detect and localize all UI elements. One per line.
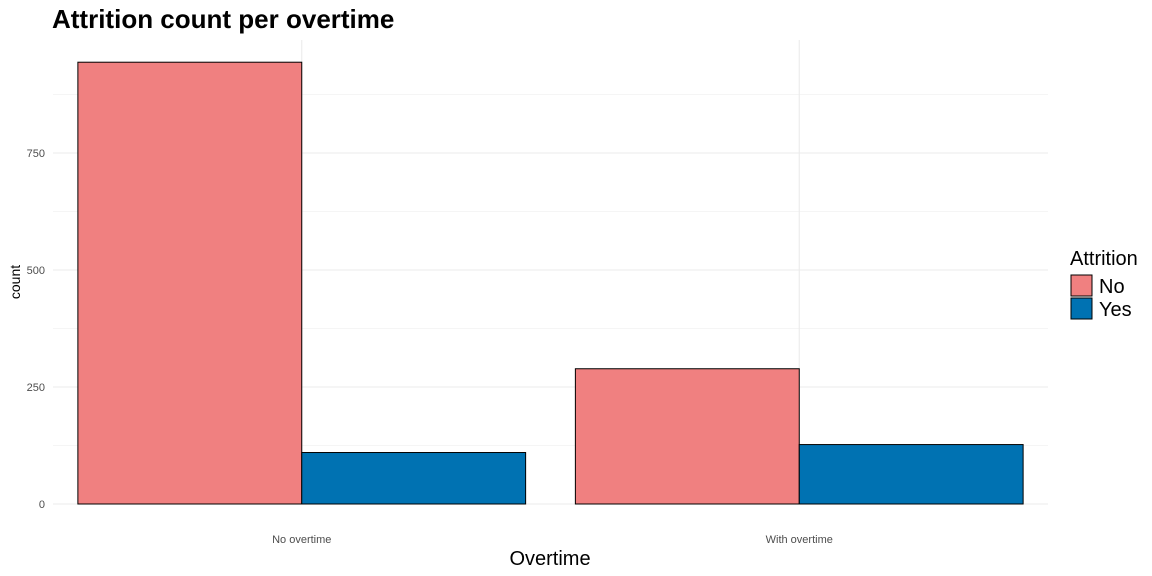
- legend-key-no: [1070, 274, 1093, 297]
- y-axis-ticks: 0 250 500 750: [27, 148, 45, 511]
- y-tick-label: 500: [27, 265, 45, 277]
- bars: [77, 61, 1024, 505]
- y-tick-label: 750: [27, 148, 45, 160]
- y-tick-label: 0: [39, 499, 45, 511]
- bar-yes-2: [798, 444, 1024, 505]
- legend-key-yes: [1070, 297, 1093, 320]
- x-axis-title: Overtime: [509, 548, 590, 570]
- legend-label-no: No: [1099, 276, 1125, 298]
- bar-no-2: [574, 368, 800, 505]
- x-axis-ticks: No overtime With overtime: [272, 534, 833, 546]
- y-axis-title: count: [7, 265, 23, 299]
- chart-title: Attrition count per overtime: [52, 4, 394, 34]
- x-tick-label: With overtime: [766, 534, 833, 546]
- bar-no-1: [77, 61, 303, 505]
- y-tick-label: 250: [27, 382, 45, 394]
- legend-title: Attrition: [1070, 248, 1138, 270]
- bar-yes-1: [301, 452, 527, 505]
- x-tick-label: No overtime: [272, 534, 331, 546]
- legend-label-yes: Yes: [1099, 299, 1132, 321]
